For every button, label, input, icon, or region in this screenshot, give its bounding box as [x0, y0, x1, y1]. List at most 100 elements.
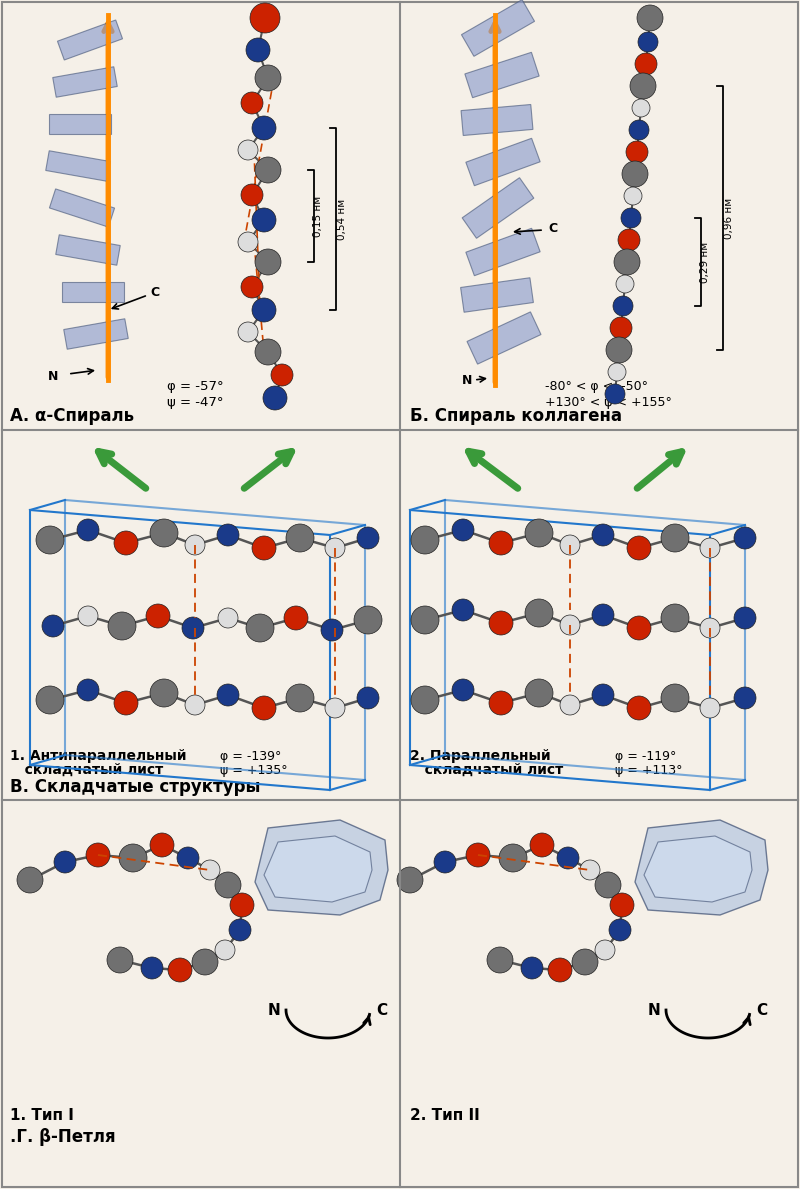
Circle shape [411, 606, 439, 634]
Circle shape [614, 249, 640, 275]
Text: C: C [377, 1004, 387, 1018]
Circle shape [230, 893, 254, 917]
Circle shape [489, 611, 513, 635]
Circle shape [661, 524, 689, 552]
Circle shape [734, 608, 756, 629]
Circle shape [354, 606, 382, 634]
Text: ψ = -47°: ψ = -47° [166, 396, 223, 409]
Circle shape [78, 606, 98, 625]
Circle shape [150, 833, 174, 857]
Circle shape [114, 691, 138, 715]
Circle shape [36, 526, 64, 554]
Polygon shape [462, 0, 534, 56]
Circle shape [610, 893, 634, 917]
Polygon shape [461, 278, 534, 313]
Circle shape [530, 833, 554, 857]
Circle shape [632, 99, 650, 117]
Circle shape [610, 317, 632, 339]
Circle shape [185, 696, 205, 715]
Circle shape [54, 851, 76, 873]
Circle shape [548, 958, 572, 982]
Circle shape [250, 4, 280, 33]
Circle shape [86, 843, 110, 867]
Circle shape [627, 536, 651, 560]
Text: φ = -139°: φ = -139° [220, 750, 282, 763]
Circle shape [255, 249, 281, 275]
Text: N: N [648, 1004, 660, 1018]
Text: Б. Спираль коллагена: Б. Спираль коллагена [410, 407, 622, 424]
Polygon shape [255, 820, 388, 916]
Circle shape [411, 686, 439, 715]
Polygon shape [635, 820, 768, 916]
Circle shape [635, 54, 657, 75]
Circle shape [452, 520, 474, 541]
Text: 1. Антипараллельный: 1. Антипараллельный [10, 749, 186, 763]
Text: -80° < φ <  -50°: -80° < φ < -50° [545, 380, 648, 394]
Circle shape [627, 616, 651, 640]
Circle shape [452, 599, 474, 621]
Circle shape [252, 117, 276, 140]
Circle shape [592, 604, 614, 625]
Circle shape [321, 619, 343, 641]
Circle shape [182, 617, 204, 638]
Circle shape [487, 946, 513, 973]
Circle shape [592, 684, 614, 706]
Polygon shape [465, 52, 539, 97]
Polygon shape [466, 228, 540, 276]
Circle shape [622, 161, 648, 187]
Circle shape [263, 386, 287, 410]
Polygon shape [56, 234, 120, 265]
Circle shape [525, 520, 553, 547]
Circle shape [271, 364, 293, 386]
Polygon shape [467, 312, 541, 364]
Circle shape [466, 843, 490, 867]
Circle shape [108, 612, 136, 640]
Circle shape [141, 957, 163, 979]
Circle shape [595, 940, 615, 960]
Circle shape [286, 524, 314, 552]
Polygon shape [49, 114, 111, 134]
Circle shape [629, 120, 649, 140]
Circle shape [560, 696, 580, 715]
Circle shape [700, 618, 720, 638]
Polygon shape [64, 319, 128, 350]
Text: складчатый лист: складчатый лист [10, 763, 163, 776]
Circle shape [146, 604, 170, 628]
Circle shape [325, 537, 345, 558]
Circle shape [286, 684, 314, 712]
Circle shape [284, 606, 308, 630]
Circle shape [624, 187, 642, 205]
Circle shape [557, 847, 579, 869]
Circle shape [595, 872, 621, 898]
Circle shape [192, 949, 218, 975]
Text: N: N [268, 1004, 280, 1018]
Circle shape [241, 276, 263, 298]
Text: φ = -119°: φ = -119° [615, 750, 676, 763]
Polygon shape [466, 138, 540, 185]
Circle shape [560, 535, 580, 555]
Circle shape [229, 919, 251, 940]
Circle shape [325, 698, 345, 718]
Text: 2. Параллельный: 2. Параллельный [410, 749, 550, 763]
Circle shape [638, 32, 658, 52]
Circle shape [255, 157, 281, 183]
Circle shape [200, 860, 220, 880]
Circle shape [77, 520, 99, 541]
Circle shape [630, 73, 656, 99]
Circle shape [36, 686, 64, 715]
Text: 0,54 нм: 0,54 нм [337, 199, 347, 239]
Circle shape [107, 946, 133, 973]
Circle shape [252, 208, 276, 232]
Circle shape [734, 687, 756, 709]
Polygon shape [62, 282, 124, 302]
Text: +130° < ψ < +155°: +130° < ψ < +155° [545, 396, 672, 409]
Circle shape [252, 696, 276, 721]
Text: N: N [48, 370, 58, 383]
Circle shape [734, 527, 756, 549]
Circle shape [613, 296, 633, 316]
Circle shape [452, 679, 474, 702]
Circle shape [560, 615, 580, 635]
Circle shape [397, 867, 423, 893]
Polygon shape [264, 836, 372, 902]
Circle shape [218, 608, 238, 628]
